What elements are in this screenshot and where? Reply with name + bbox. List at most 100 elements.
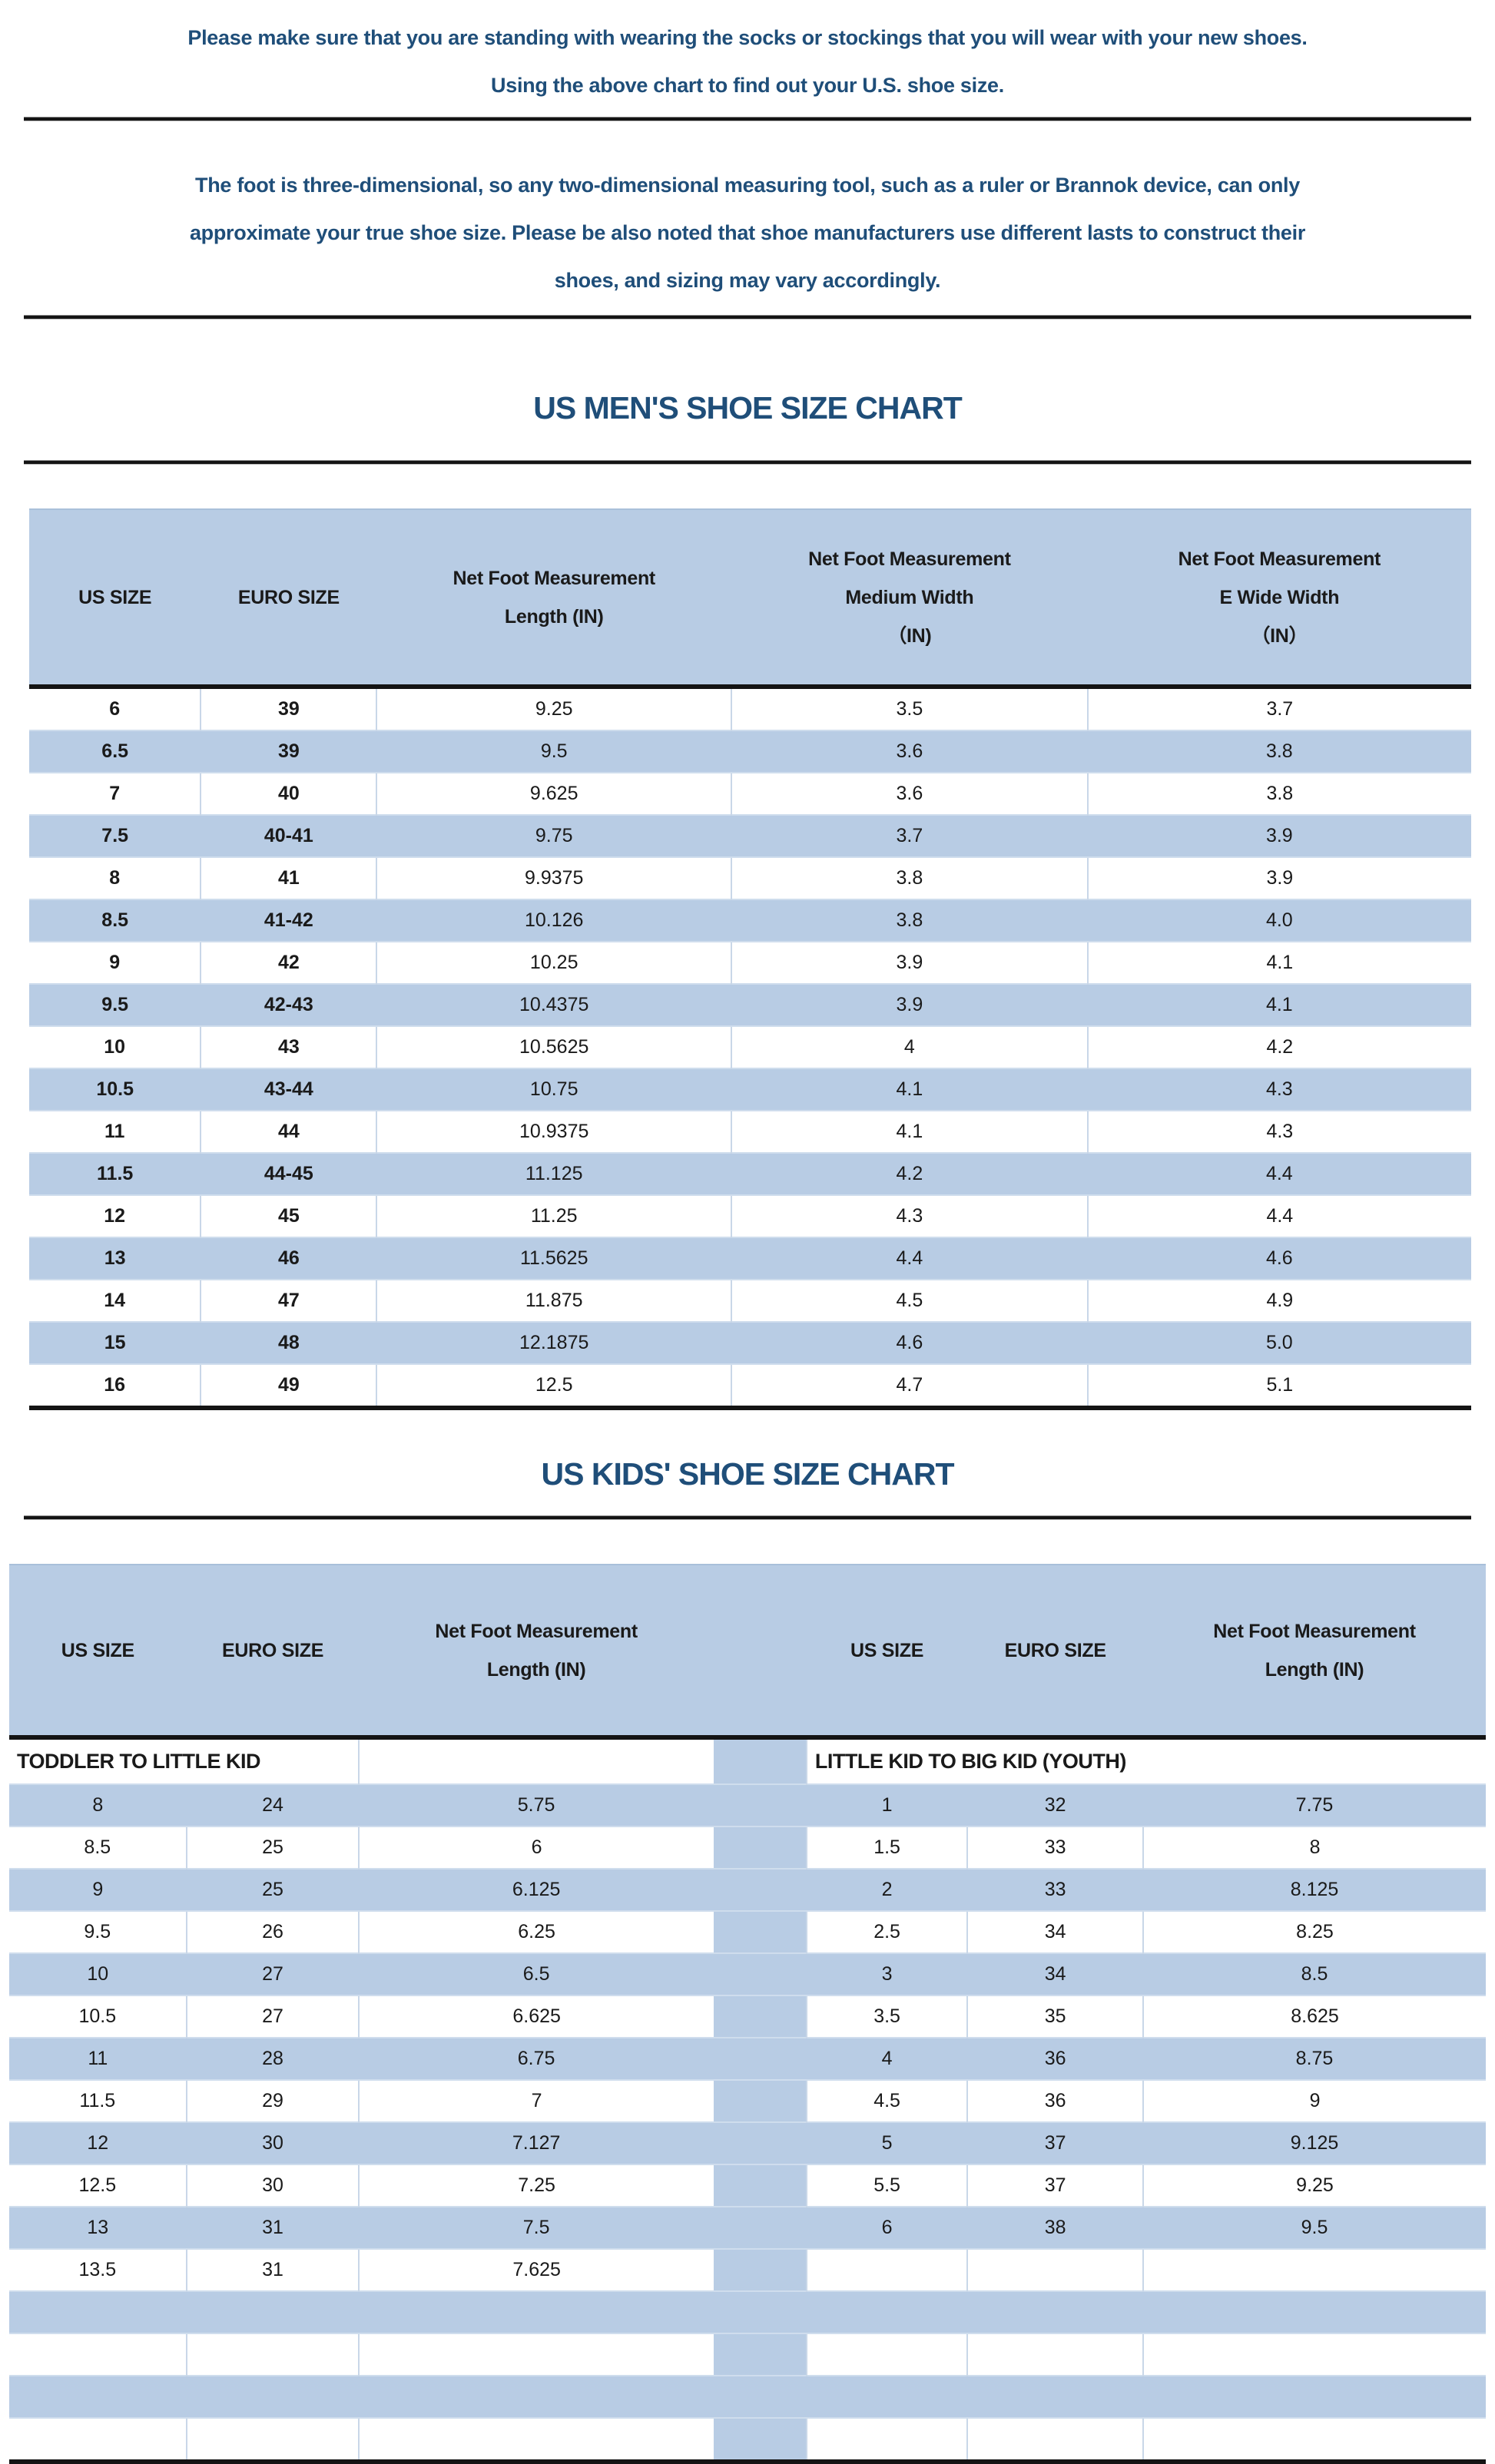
empty-row bbox=[9, 2418, 1486, 2462]
header-row: US SIZE EURO SIZE Net Foot Measurement Len… bbox=[9, 1564, 1486, 1740]
empty-row bbox=[9, 2333, 1486, 2376]
cell bbox=[185, 2333, 360, 2376]
cell: 3.9 bbox=[1086, 857, 1471, 899]
center-divider bbox=[713, 2164, 807, 2207]
cell bbox=[1142, 2249, 1486, 2291]
cell: 9.75 bbox=[376, 814, 732, 858]
cell bbox=[9, 2375, 187, 2419]
cell: 4.1 bbox=[731, 1111, 1088, 1153]
cell: 8.25 bbox=[1142, 1911, 1486, 1953]
table-row: 8 24 5.75 1 32 7.75 bbox=[9, 1783, 1486, 1827]
cell: 9.5 bbox=[376, 730, 732, 773]
cell bbox=[805, 2333, 968, 2376]
cell: 31 bbox=[186, 2206, 360, 2250]
cell: 10 bbox=[104, 1036, 126, 1058]
table-row: 11 28 6.75 4 36 8.75 bbox=[9, 2037, 1486, 2081]
cell: 6 bbox=[806, 2206, 968, 2250]
cell: 8.5 bbox=[29, 899, 201, 942]
center-divider bbox=[713, 2375, 807, 2419]
column-header: EURO SIZE bbox=[201, 508, 377, 689]
center-divider bbox=[713, 1737, 807, 1784]
cell: 13.5 bbox=[78, 2259, 117, 2280]
column-header: EURO SIZE bbox=[186, 1564, 360, 1740]
cell: 6.125 bbox=[359, 1868, 714, 1912]
cell: 11 bbox=[104, 1121, 125, 1142]
cell: 12.5 bbox=[376, 1364, 732, 1408]
cell: 42-43 bbox=[201, 983, 377, 1027]
cell: 5.0 bbox=[1087, 1321, 1471, 1365]
right-section-label: LITTLE KID TO BIG KID (YOUTH) bbox=[805, 1737, 1486, 1784]
table-row: 9.5 26 6.25 2.5 34 8.25 bbox=[9, 1911, 1486, 1953]
table-row: 13 46 11.5625 4.4 4.6 bbox=[29, 1237, 1471, 1280]
cell: 41 bbox=[200, 857, 377, 899]
cell: 28 bbox=[186, 2037, 360, 2081]
cell: 3.8 bbox=[1087, 730, 1471, 773]
cell: 3 bbox=[806, 1952, 968, 1996]
cell: 9.5 bbox=[1143, 2206, 1486, 2250]
cell: 11.25 bbox=[376, 1195, 732, 1237]
cell: 42 bbox=[200, 942, 377, 984]
cell: 12.5 bbox=[78, 2174, 117, 2196]
cell: 38 bbox=[967, 2206, 1144, 2250]
cell bbox=[966, 2418, 1144, 2462]
center-divider bbox=[713, 1826, 807, 1869]
column-header: Net Foot Measurement Length (IN) bbox=[359, 1564, 714, 1740]
cell bbox=[1142, 2333, 1486, 2376]
cell: 39 bbox=[200, 687, 377, 730]
center-divider bbox=[713, 2249, 807, 2291]
center-divider bbox=[713, 1911, 807, 1953]
column-header: US SIZE bbox=[9, 1564, 187, 1740]
column-header: Net Foot Measurement Length (IN) bbox=[376, 508, 732, 689]
cell: 11 bbox=[9, 2037, 187, 2081]
cell bbox=[186, 2375, 360, 2419]
section-row: TODDLER TO LITTLE KID LITTLE KID TO BIG K… bbox=[9, 1737, 1486, 1784]
cell: 9.125 bbox=[1143, 2121, 1486, 2165]
cell: 1.5 bbox=[805, 1826, 968, 1869]
cell: 29 bbox=[185, 2080, 360, 2122]
shoe-size-guide-page: Please make sure that you are standing w… bbox=[0, 14, 1495, 2464]
center-divider bbox=[713, 2080, 807, 2122]
cell: 7.5 bbox=[29, 814, 201, 858]
cell: 26 bbox=[185, 1911, 360, 1953]
table-row: 16 49 12.5 4.7 5.1 bbox=[29, 1364, 1471, 1408]
cell: 33 bbox=[967, 1868, 1144, 1912]
cell: 3.9 bbox=[731, 942, 1088, 984]
cell: 36 bbox=[967, 2037, 1144, 2081]
cell: 3.5 bbox=[805, 1995, 968, 2038]
cell: 27 bbox=[186, 1952, 360, 1996]
cell: 8 bbox=[109, 867, 121, 889]
cell: 5.5 bbox=[805, 2164, 968, 2207]
center-divider bbox=[713, 1952, 807, 1996]
cell: 2.5 bbox=[805, 1911, 968, 1953]
table-row: 7.5 40-41 9.75 3.7 3.9 bbox=[29, 814, 1471, 858]
cell: 6 bbox=[109, 698, 121, 720]
cell: 45 bbox=[200, 1195, 377, 1237]
cell: 4.3 bbox=[731, 1195, 1088, 1237]
cell: 5.75 bbox=[359, 1783, 714, 1827]
header-row: US SIZE EURO SIZE Net Foot Measurement Len… bbox=[29, 508, 1471, 689]
cell: 3.9 bbox=[731, 983, 1088, 1027]
cell: 4.9 bbox=[1086, 1280, 1471, 1322]
table-row: 14 47 11.875 4.5 4.9 bbox=[29, 1280, 1471, 1322]
cell: 3.9 bbox=[1087, 814, 1471, 858]
table-row: 10.5 27 6.625 3.5 35 8.625 bbox=[9, 1995, 1486, 2038]
cell bbox=[358, 2418, 714, 2462]
cell: 30 bbox=[186, 2121, 360, 2165]
cell: 3.8 bbox=[1086, 773, 1471, 815]
cell: 9.625 bbox=[376, 773, 732, 815]
cell: 5 bbox=[806, 2121, 968, 2165]
cell: 10.9375 bbox=[376, 1111, 732, 1153]
table-row: 11.5 29 7 4.5 36 9 bbox=[9, 2080, 1486, 2122]
cell: 10.5 bbox=[29, 1068, 201, 1111]
cell bbox=[806, 2290, 968, 2334]
cell: 41-42 bbox=[201, 899, 377, 942]
cell: 11.5 bbox=[79, 2090, 116, 2111]
cell: 7.625 bbox=[358, 2249, 714, 2291]
fitting-note: Please make sure that you are standing w… bbox=[187, 26, 1308, 97]
cell: 6.5 bbox=[29, 730, 201, 773]
cell bbox=[359, 2375, 714, 2419]
empty-row bbox=[9, 2375, 1486, 2419]
cell: 4.2 bbox=[731, 1152, 1088, 1196]
cell: 4.4 bbox=[1087, 1152, 1471, 1196]
cell: 47 bbox=[200, 1280, 377, 1322]
